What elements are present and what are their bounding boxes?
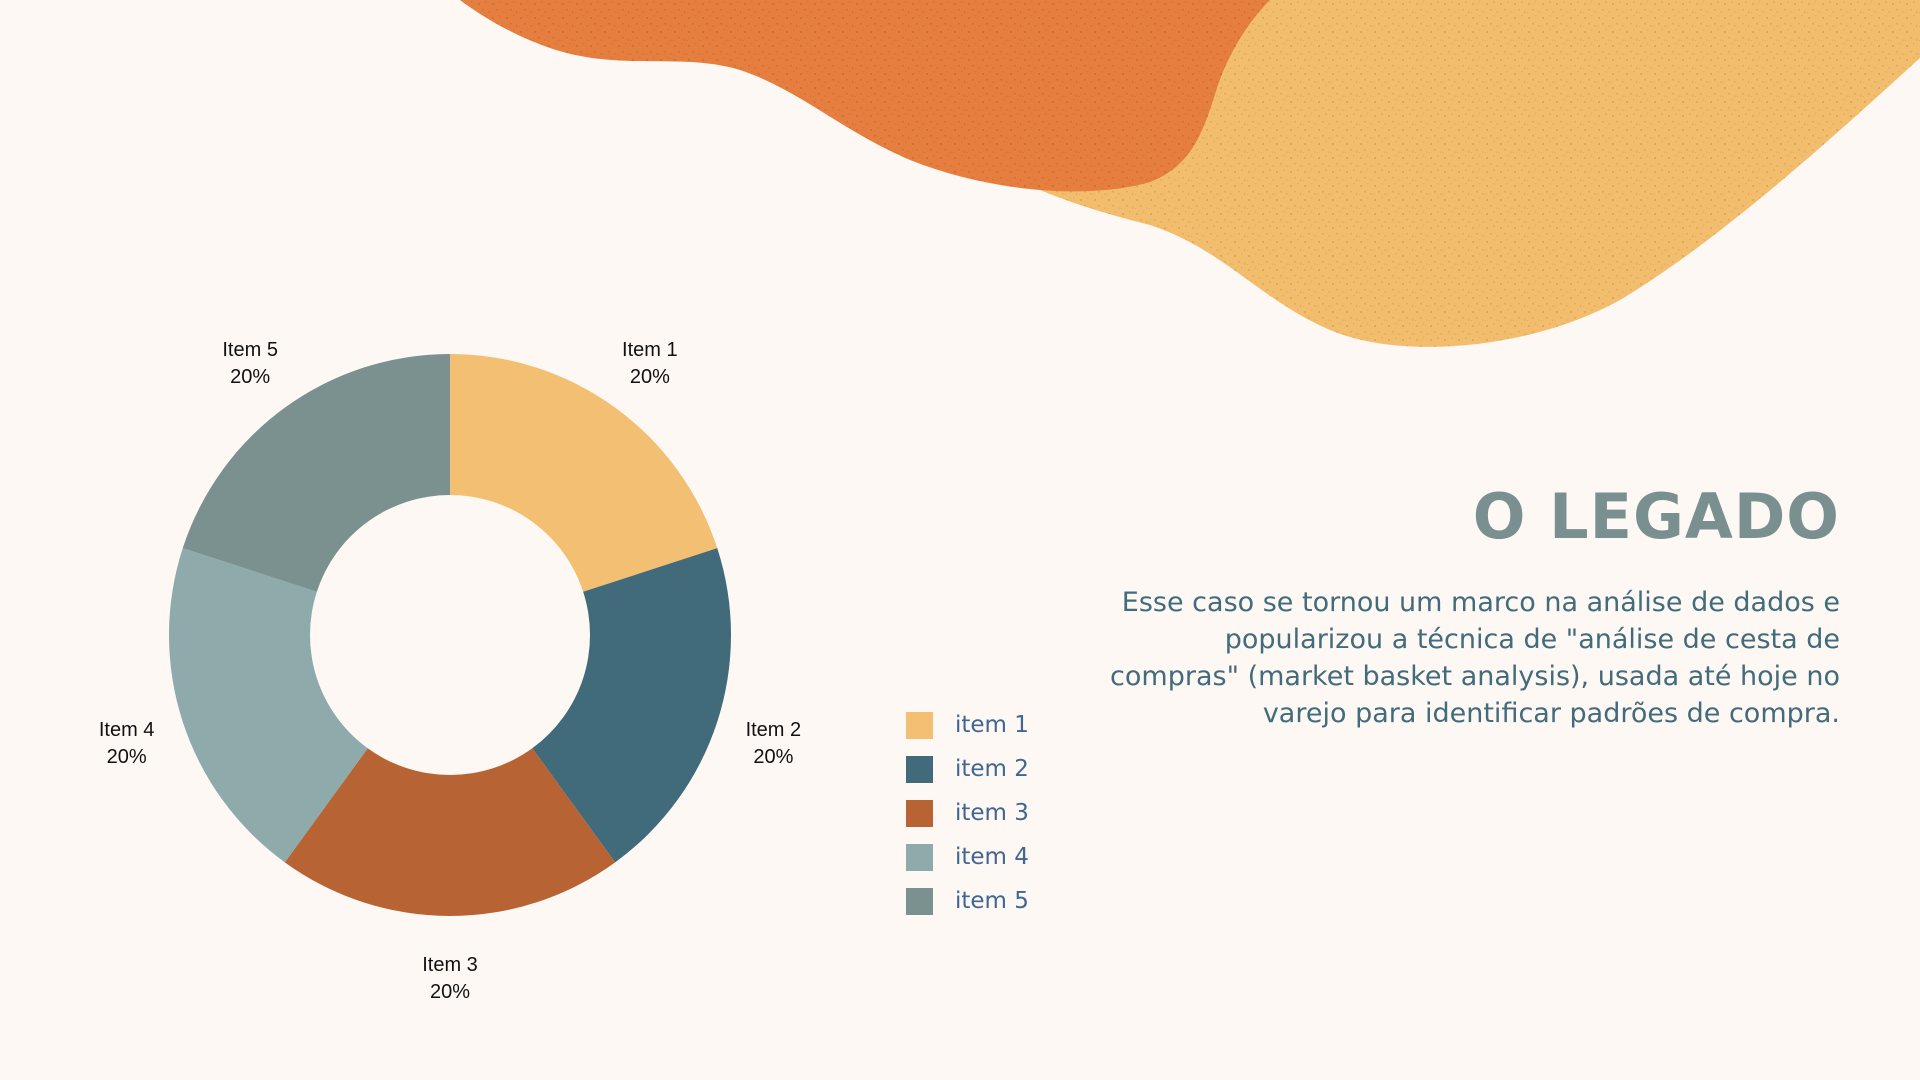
- slide-body-text: Esse caso se tornou um marco na análise …: [1110, 587, 1840, 729]
- slice-label-name-2: Item 2: [746, 719, 802, 741]
- legend-swatch-1: [906, 711, 933, 739]
- slice-label-name-3: Item 3: [422, 954, 478, 976]
- slice-label-name-1: Item 1: [622, 339, 678, 361]
- donut-slice-3: [284, 748, 616, 916]
- orange-blob: [460, 0, 1270, 192]
- legend-label-3: item 3: [955, 800, 1029, 826]
- legend-swatch-4: [906, 843, 933, 871]
- yellow-blob: [1040, 0, 1920, 347]
- slice-label-percent-5: 20%: [230, 366, 270, 388]
- donut-slice-4: [168, 548, 368, 863]
- legend-item-3: item 3: [906, 791, 1029, 835]
- legend-label-1: item 1: [955, 712, 1029, 738]
- slice-label-percent-3: 20%: [430, 981, 470, 1003]
- slide-title: O LEGADO: [1472, 480, 1840, 553]
- slice-label-percent-4: 20%: [107, 746, 147, 768]
- donut-slice-1: [450, 354, 718, 592]
- slice-label-percent-2: 20%: [753, 746, 793, 768]
- legend-item-2: item 2: [906, 747, 1029, 791]
- legend-item-5: item 5: [906, 879, 1029, 923]
- chart-legend: item 1 item 2 item 3 item 4 item 5: [906, 703, 1029, 923]
- donut-slice-5: [182, 354, 450, 592]
- legend-label-4: item 4: [955, 844, 1029, 870]
- slice-label-name-5: Item 5: [222, 339, 278, 361]
- legend-item-4: item 4: [906, 835, 1029, 879]
- legend-swatch-2: [906, 755, 933, 783]
- donut-slice-2: [532, 548, 731, 863]
- legend-swatch-3: [906, 799, 933, 827]
- legend-item-1: item 1: [906, 703, 1029, 747]
- slice-label-percent-1: 20%: [630, 366, 670, 388]
- legend-swatch-5: [906, 887, 933, 915]
- legend-label-2: item 2: [955, 756, 1029, 782]
- slice-label-name-4: Item 4: [99, 719, 155, 741]
- legend-label-5: item 5: [955, 888, 1029, 914]
